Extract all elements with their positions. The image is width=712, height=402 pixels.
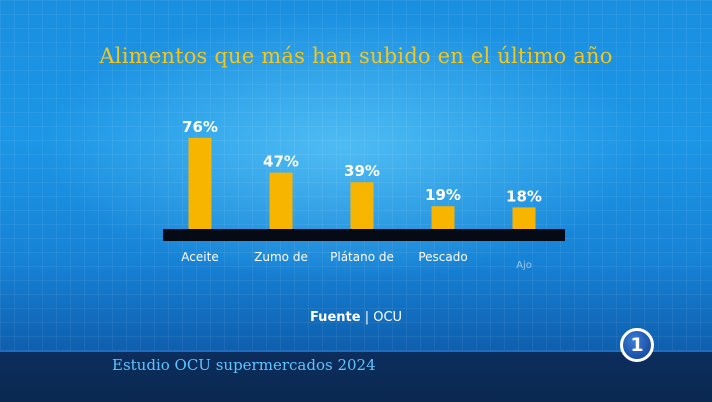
data-label-3: 19% [425, 186, 461, 204]
data-label-1: 47% [263, 153, 299, 171]
graphic-background: Alimentos que más han subido en el últim… [0, 0, 712, 350]
data-label-0: 76% [182, 118, 218, 136]
lower-third-bar [0, 350, 712, 402]
category-label-2: Plátano de [330, 250, 394, 264]
bar-3 [431, 206, 455, 229]
source-separator: | [364, 310, 370, 325]
bar-0 [188, 137, 212, 229]
source-label: Fuente [309, 310, 361, 325]
chart-baseline [163, 229, 565, 241]
bar-chart: 76% Aceite 47% Zumo de 39% Plátano de 19% Pesca… [163, 118, 565, 271]
category-label-0: Aceite [181, 250, 218, 264]
bar-4 [512, 207, 536, 229]
bar-1 [269, 172, 293, 229]
channel-logo: 1 [620, 328, 654, 362]
source-line: Fuente | OCU [0, 310, 712, 325]
category-label-4: Ajo [516, 260, 532, 271]
source-value: OCU [373, 310, 403, 325]
chart-title: Alimentos que más han subido en el últim… [99, 44, 613, 68]
category-label-3: Pescado [418, 250, 467, 264]
bar-2 [350, 182, 374, 229]
lower-third-caption: Estudio OCU supermercados 2024 [112, 356, 376, 374]
data-label-2: 39% [344, 162, 380, 180]
category-label-1: Zumo de [254, 250, 308, 264]
background-grid [0, 0, 712, 350]
data-label-4: 18% [506, 187, 542, 205]
